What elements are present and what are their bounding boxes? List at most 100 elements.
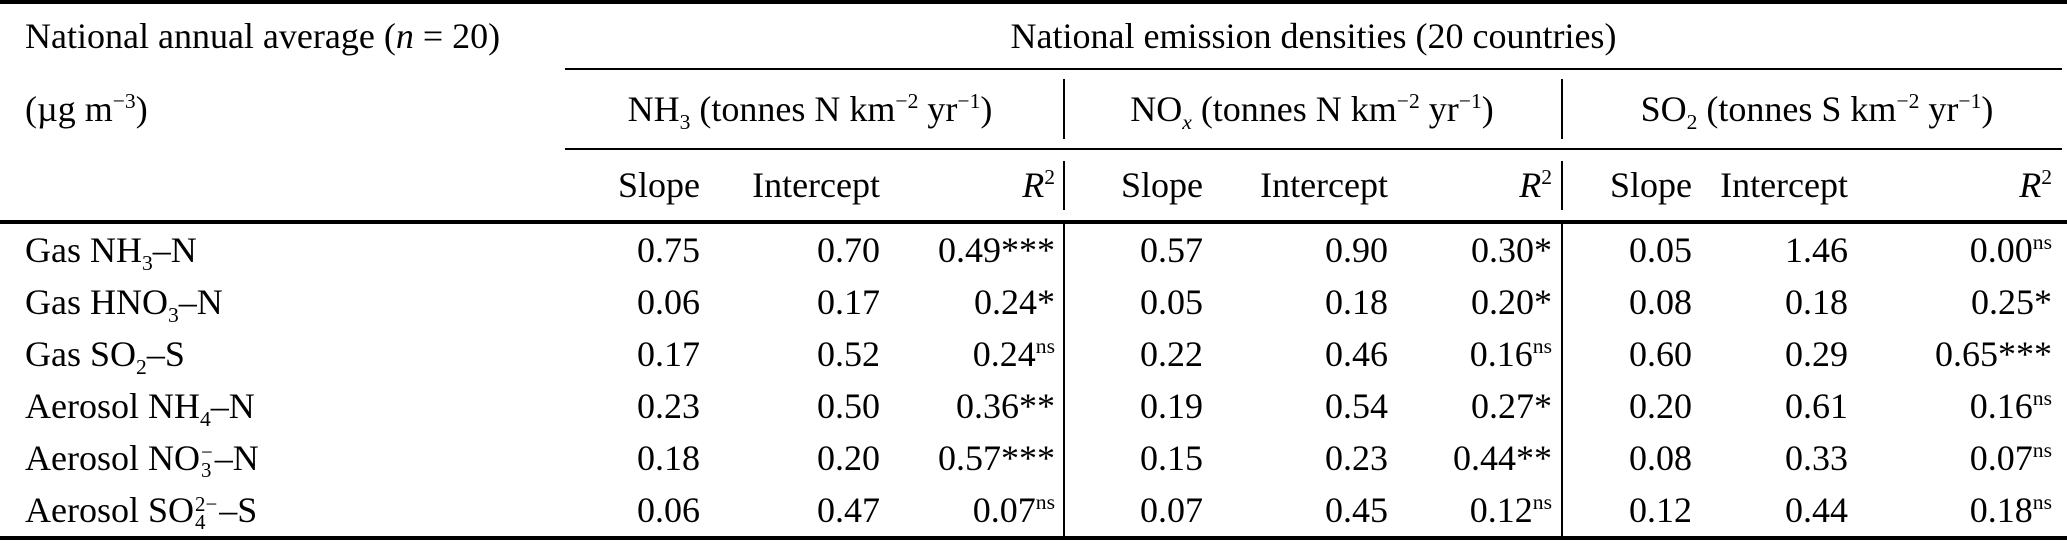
cell-nh3-slope: 0.23	[637, 386, 700, 426]
cell-nh3-r2: 0.07ns	[972, 490, 1055, 530]
top-rule	[0, 0, 2067, 4]
column-divider	[1552, 276, 1572, 328]
cell-nox-r2: 0.27*	[1471, 386, 1552, 426]
column-divider	[1055, 224, 1072, 276]
spanner-underline-rule	[565, 68, 2062, 70]
cell-so2-intercept: 0.33	[1785, 438, 1848, 478]
cell-nox-intercept: 0.46	[1325, 334, 1388, 374]
cell-so2-intercept: 0.18	[1785, 282, 1848, 322]
cell-so2-slope: 0.08	[1629, 282, 1692, 322]
cell-nh3-intercept: 0.47	[817, 490, 880, 530]
cell-nh3-slope: 0.17	[637, 334, 700, 374]
cell-so2-r2: 0.25*	[1971, 282, 2052, 322]
cell-nh3-intercept: 0.70	[817, 230, 880, 270]
corner-header-line1: National annual average (n = 20)	[25, 16, 501, 56]
stat-header-r2: R2	[1022, 165, 1055, 205]
table-row: Gas SO2–S 0.17 0.52 0.24ns 0.22 0.46 0.1…	[0, 328, 2067, 380]
row-label: Aerosol NH4–N	[25, 386, 255, 432]
stat-header-intercept: Intercept	[1260, 165, 1388, 205]
cell-so2-intercept: 1.46	[1785, 230, 1848, 270]
column-divider	[1055, 276, 1072, 328]
column-divider	[1055, 150, 1072, 220]
column-divider	[1055, 70, 1072, 148]
cell-nh3-r2: 0.24*	[974, 282, 1055, 322]
stat-header-r2: R2	[2019, 165, 2052, 205]
column-divider	[1055, 484, 1072, 536]
cell-so2-slope: 0.12	[1629, 490, 1692, 530]
cell-so2-r2: 0.00ns	[1969, 230, 2052, 270]
column-divider	[1552, 328, 1572, 380]
table-row: Aerosol SO 2− 4 –S 0.06 0.47 0.07ns 0.07 0.…	[0, 484, 2067, 536]
column-divider	[1552, 224, 1572, 276]
header-row-stats: Slope Intercept R2 Slope Intercept R2 Sl…	[0, 150, 2067, 220]
cell-nox-intercept: 0.45	[1325, 490, 1388, 530]
table-row: Gas NH3–N 0.75 0.70 0.49*** 0.57 0.90 0.…	[0, 224, 2067, 276]
cell-so2-slope: 0.08	[1629, 438, 1692, 478]
cell-so2-r2: 0.18ns	[1969, 490, 2052, 530]
cell-nox-r2: 0.20*	[1471, 282, 1552, 322]
column-divider	[1552, 432, 1572, 484]
corner-header-line2: (µg m−3)	[25, 89, 148, 129]
group-underline-rule	[565, 148, 2062, 150]
bottom-rule	[0, 536, 2067, 540]
cell-so2-r2: 0.07ns	[1969, 438, 2052, 478]
cell-nh3-r2: 0.24ns	[972, 334, 1055, 374]
cell-nox-slope: 0.15	[1140, 438, 1203, 478]
table-row: Gas HNO3–N 0.06 0.17 0.24* 0.05 0.18 0.2…	[0, 276, 2067, 328]
spanner-header: National emission densities (20 countrie…	[1010, 16, 1617, 56]
group-header-so2: SO2 (tonnes S km−2 yr−1)	[1640, 89, 1994, 135]
group-header-nh3: NH3 (tonnes N km−2 yr−1)	[627, 89, 993, 135]
column-divider	[1055, 328, 1072, 380]
cell-nh3-r2: 0.57***	[938, 438, 1055, 478]
cell-nox-r2: 0.12ns	[1469, 490, 1552, 530]
cell-nox-slope: 0.05	[1140, 282, 1203, 322]
cell-nh3-intercept: 0.50	[817, 386, 880, 426]
cell-nh3-slope: 0.18	[637, 438, 700, 478]
column-divider	[1552, 380, 1572, 432]
row-label: Aerosol SO 2− 4 –S	[25, 489, 258, 534]
cell-nox-intercept: 0.54	[1325, 386, 1388, 426]
cell-nox-r2: 0.44**	[1453, 438, 1552, 478]
row-label: Gas SO2–S	[25, 334, 185, 380]
cell-nox-r2: 0.30*	[1471, 230, 1552, 270]
cell-nox-intercept: 0.23	[1325, 438, 1388, 478]
column-divider	[1552, 484, 1572, 536]
cell-nox-slope: 0.07	[1140, 490, 1203, 530]
cell-nox-slope: 0.22	[1140, 334, 1203, 374]
stat-header-r2: R2	[1519, 165, 1552, 205]
cell-nh3-slope: 0.75	[637, 230, 700, 270]
cell-nh3-slope: 0.06	[637, 490, 700, 530]
stat-header-slope: Slope	[1609, 165, 1692, 205]
cell-so2-r2: 0.16ns	[1969, 386, 2052, 426]
cell-so2-slope: 0.05	[1629, 230, 1692, 270]
header-row-groups: (µg m−3) NH3 (tonnes N km−2 yr−1) NOx (t…	[0, 70, 2067, 148]
row-label: Gas HNO3–N	[25, 282, 223, 328]
cell-nox-intercept: 0.90	[1325, 230, 1388, 270]
cell-nh3-slope: 0.06	[637, 282, 700, 322]
cell-so2-intercept: 0.44	[1785, 490, 1848, 530]
cell-so2-slope: 0.20	[1629, 386, 1692, 426]
cell-nh3-intercept: 0.20	[817, 438, 880, 478]
cell-nh3-intercept: 0.52	[817, 334, 880, 374]
cell-so2-r2: 0.65***	[1935, 334, 2052, 374]
table-body: Gas NH3–N 0.75 0.70 0.49*** 0.57 0.90 0.…	[0, 224, 2067, 536]
table-row: Aerosol NO −3 –N 0.18 0.20 0.57*** 0.15 0.…	[0, 432, 2067, 484]
column-divider	[1055, 432, 1072, 484]
stat-header-intercept: Intercept	[1720, 165, 1848, 205]
stat-header-slope: Slope	[1120, 165, 1203, 205]
column-divider	[1055, 380, 1072, 432]
row-label: Gas NH3–N	[25, 230, 197, 276]
cell-so2-intercept: 0.61	[1785, 386, 1848, 426]
group-header-nox: NOx (tonnes N km−2 yr−1)	[1130, 89, 1494, 135]
cell-nox-slope: 0.19	[1140, 386, 1203, 426]
stat-header-slope: Slope	[617, 165, 700, 205]
cell-nox-intercept: 0.18	[1325, 282, 1388, 322]
cell-so2-slope: 0.60	[1629, 334, 1692, 374]
table-row: Aerosol NH4–N 0.23 0.50 0.36** 0.19 0.54…	[0, 380, 2067, 432]
column-divider	[1552, 150, 1572, 220]
cell-nh3-intercept: 0.17	[817, 282, 880, 322]
cell-so2-intercept: 0.29	[1785, 334, 1848, 374]
column-divider	[1552, 70, 1572, 148]
cell-nh3-r2: 0.49***	[938, 230, 1055, 270]
stat-header-intercept: Intercept	[752, 165, 880, 205]
